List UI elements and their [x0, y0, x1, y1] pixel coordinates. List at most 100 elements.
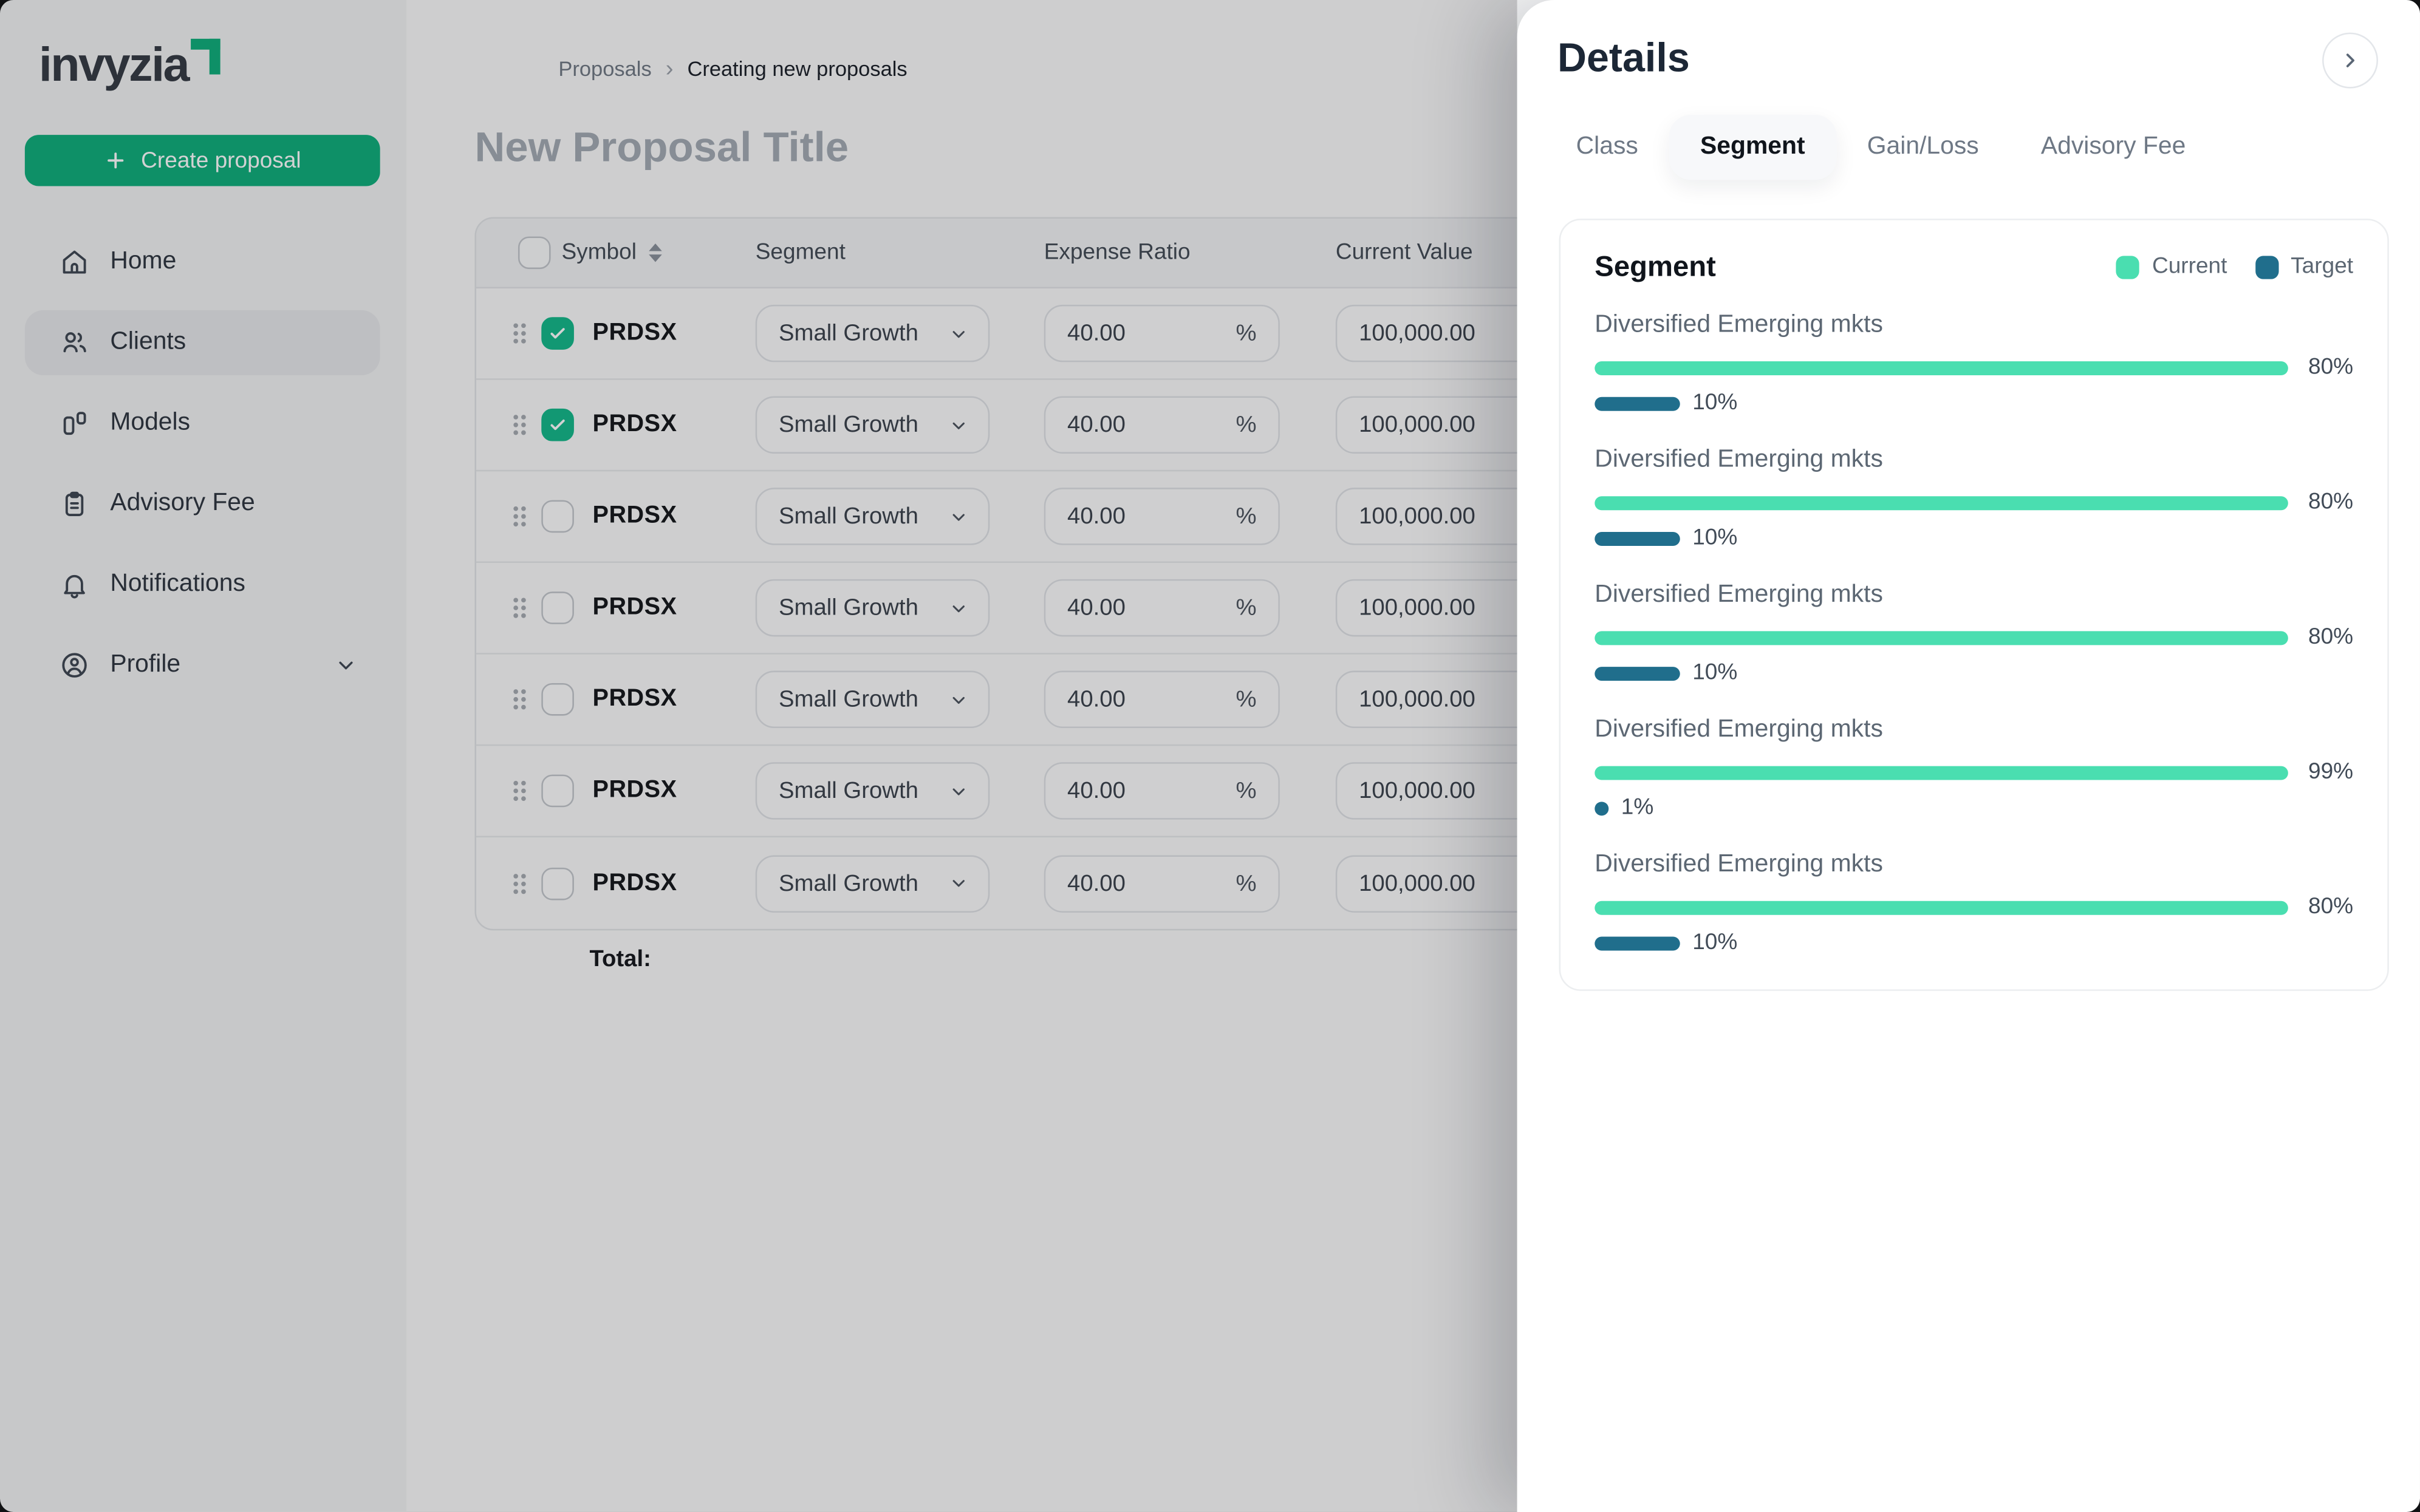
sidebar-item-clients[interactable]: Clients — [24, 310, 380, 376]
row-checkbox[interactable] — [541, 683, 574, 716]
segment-items: Diversified Emerging mkts 80% 10% Divers… — [1595, 312, 2353, 955]
sidebar-item-label: Advisory Fee — [110, 490, 255, 517]
create-proposal-button[interactable]: Create proposal — [24, 135, 380, 186]
tab-advisory-fee[interactable]: Advisory Fee — [2040, 133, 2186, 160]
segment-select-value: Small Growth — [779, 594, 918, 621]
row-checkbox[interactable] — [541, 500, 574, 533]
overlay-scrim[interactable] — [0, 0, 1517, 1512]
table-row: PRDSX Small Growth % — [476, 288, 2149, 380]
target-bar — [1595, 801, 1609, 816]
legend-target: Target — [2255, 254, 2353, 279]
row-symbol: PRDSX — [592, 410, 677, 438]
row-checkbox[interactable] — [541, 867, 574, 900]
expense-ratio-input[interactable] — [1067, 320, 1207, 347]
expense-ratio-field: % — [1044, 304, 1280, 363]
expense-ratio-suffix: % — [1236, 503, 1257, 530]
sidebar-item-notifications[interactable]: Notifications — [25, 552, 380, 617]
drag-handle-icon[interactable] — [510, 502, 529, 530]
expense-ratio-field: % — [1044, 488, 1280, 545]
expense-ratio-input[interactable] — [1067, 594, 1207, 621]
segment-select[interactable]: Small Growth — [755, 854, 990, 912]
row-checkbox[interactable] — [541, 591, 574, 624]
sidebar-item-advisory-fee[interactable]: Advisory Fee — [25, 471, 380, 536]
segment-item-label: Diversified Emerging mkts — [1595, 312, 1883, 338]
expense-ratio-input[interactable] — [1067, 777, 1207, 805]
current-value-input[interactable] — [1359, 686, 1499, 713]
target-bar-line: 10% — [1595, 390, 2353, 416]
current-value-input[interactable] — [1359, 412, 1499, 438]
sidebar-item-home[interactable]: Home — [25, 230, 380, 295]
target-bar-line: 10% — [1595, 930, 2353, 955]
segment-select[interactable]: Small Growth — [755, 396, 990, 454]
tab-class[interactable]: Class — [1576, 133, 1638, 160]
brand-logo-text: invyzia — [38, 37, 190, 92]
segment-select[interactable]: Small Growth — [755, 304, 990, 363]
target-bar-line: 1% — [1595, 795, 2353, 820]
sort-icon[interactable] — [648, 242, 665, 264]
target-bar-line: 10% — [1595, 661, 2353, 686]
current-value-input[interactable] — [1359, 320, 1499, 347]
sidebar-item-profile[interactable]: Profile — [25, 633, 380, 698]
current-value-label: 80% — [2308, 355, 2354, 380]
target-bar — [1595, 396, 1680, 410]
sidebar-item-models[interactable]: Models — [25, 391, 380, 456]
current-value-input[interactable] — [1359, 594, 1499, 621]
chevron-down-icon — [333, 653, 358, 678]
select-all-checkbox[interactable] — [518, 236, 551, 270]
expense-ratio-suffix: % — [1236, 686, 1257, 713]
segment-select[interactable]: Small Growth — [755, 762, 990, 820]
target-bar — [1595, 666, 1680, 680]
target-value-label: 10% — [1692, 930, 1738, 956]
segment-select-value: Small Growth — [779, 686, 918, 713]
segment-item: Diversified Emerging mkts 80% 10% — [1595, 851, 2353, 955]
segment-item: Diversified Emerging mkts 80% 10% — [1595, 582, 2353, 686]
segment-select-value: Small Growth — [779, 777, 918, 805]
tab-gain-loss[interactable]: Gain/Loss — [1867, 133, 1979, 160]
drag-handle-icon[interactable] — [510, 594, 529, 622]
sidebar-item-label: Home — [110, 248, 177, 275]
tab-segment[interactable]: Segment — [1669, 114, 1836, 180]
chevron-down-icon — [948, 780, 969, 802]
drag-handle-icon[interactable] — [510, 319, 529, 347]
current-value-input[interactable] — [1359, 870, 1499, 897]
drag-handle-icon[interactable] — [510, 869, 529, 897]
drag-handle-icon[interactable] — [510, 777, 529, 805]
chevron-down-icon — [948, 689, 969, 710]
current-color-chip — [2116, 255, 2140, 279]
current-value-input[interactable] — [1359, 503, 1499, 530]
segment-item-label: Diversified Emerging mkts — [1595, 581, 1883, 608]
row-checkbox[interactable] — [541, 774, 574, 808]
segment-card-title: Segment — [1595, 250, 1716, 282]
segment-item: Diversified Emerging mkts 80% 10% — [1595, 446, 2353, 551]
row-checkbox[interactable] — [541, 408, 574, 441]
expense-ratio-input[interactable] — [1067, 503, 1207, 530]
target-value-label: 10% — [1692, 390, 1738, 416]
current-bar — [1595, 495, 2288, 509]
row-symbol: PRDSX — [592, 594, 677, 621]
collapse-panel-button[interactable] — [2322, 32, 2378, 89]
row-checkbox[interactable] — [541, 317, 574, 350]
segment-select[interactable]: Small Growth — [755, 488, 990, 545]
segment-select[interactable]: Small Growth — [755, 579, 990, 637]
current-value-label: 99% — [2308, 760, 2354, 785]
legend-current: Current — [2116, 254, 2227, 279]
column-header-expense-ratio: Expense Ratio — [1044, 240, 1191, 265]
total-label: Total: — [589, 945, 651, 973]
breadcrumb-proposals[interactable]: Proposals — [558, 57, 652, 81]
expense-ratio-input[interactable] — [1067, 686, 1207, 713]
brand-logo[interactable]: invyzia — [39, 37, 221, 93]
current-bar — [1595, 765, 2288, 780]
expense-ratio-input[interactable] — [1067, 412, 1207, 438]
target-bar — [1595, 531, 1680, 545]
current-value-input[interactable] — [1359, 777, 1499, 805]
page-title[interactable]: New Proposal Title — [474, 124, 849, 171]
segment-select[interactable]: Small Growth — [755, 670, 990, 729]
expense-ratio-input[interactable] — [1067, 870, 1207, 897]
drag-handle-icon[interactable] — [510, 411, 529, 439]
segment-item: Diversified Emerging mkts 99% 1% — [1595, 717, 2353, 820]
segment-select-value: Small Growth — [779, 503, 918, 530]
column-header-symbol[interactable]: Symbol — [561, 240, 664, 265]
chevron-down-icon — [948, 873, 969, 894]
drag-handle-icon[interactable] — [510, 686, 529, 713]
